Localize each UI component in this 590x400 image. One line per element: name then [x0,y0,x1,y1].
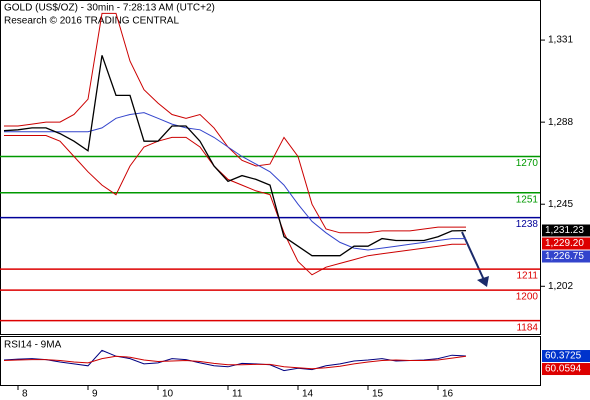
series-line [4,12,466,234]
forecast-arrowhead [477,276,489,287]
x-tick-label: 8 [22,389,28,400]
rsi-title: RSI14 - 9MA [4,340,62,351]
chart-title: GOLD (US$/OZ) - 30min - 7:28:13 AM (UTC+… [4,3,215,14]
chart-subtitle: Research © 2016 TRADING CENTRAL [4,16,179,27]
price-label: 1,229.20 [545,238,584,249]
x-tick-label: 15 [372,389,384,400]
x-tick-label: 14 [302,389,314,400]
series-line [3,55,467,257]
forecast-arrow [461,231,485,281]
y-tick-label: 1,245 [548,199,573,210]
y-tick-label: 1,202 [548,281,573,292]
price-box [542,363,590,376]
level-label: 1184 [516,322,538,333]
level-label: 1270 [516,158,539,169]
level-label: 1251 [516,194,539,205]
price-label: 1,226.75 [545,251,584,262]
x-tick-label: 10 [162,389,174,400]
price-panel [0,0,541,335]
price-box [542,224,590,237]
series-line [4,135,466,276]
x-tick-label: 11 [232,389,243,400]
price-label: 1,231.23 [545,225,584,236]
series-line [4,112,466,251]
x-tick-label: 16 [442,389,454,400]
rsi-panel [0,336,541,386]
price-label: 60.3725 [545,351,582,362]
price-box [542,250,590,263]
level-label: 1238 [516,219,539,230]
x-tick-label: 9 [92,389,98,400]
level-label: 1211 [516,271,538,282]
y-tick-label: 1,288 [548,117,573,128]
price-label: 60.0594 [545,364,582,375]
level-label: 1200 [516,292,539,303]
y-tick-label: 1,331 [548,35,573,46]
price-box [542,237,590,250]
series-line [3,355,467,370]
price-box [542,350,590,363]
